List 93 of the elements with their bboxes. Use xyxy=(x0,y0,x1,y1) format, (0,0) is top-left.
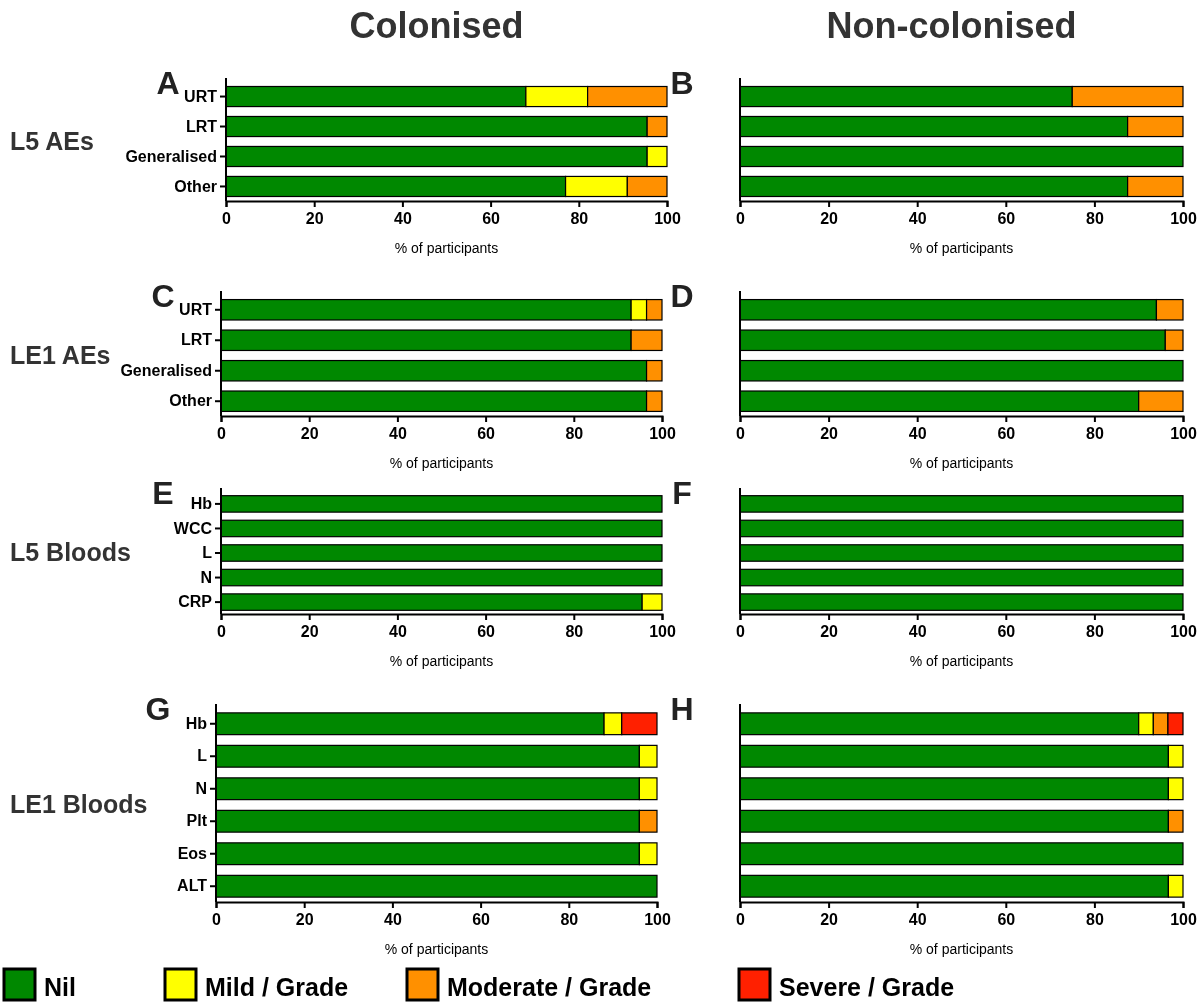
x-tick-label: 40 xyxy=(389,425,407,443)
y-axis-title: L5 AEs xyxy=(10,126,94,155)
x-tick-label: 0 xyxy=(222,210,232,228)
chart-subtitle: Colonised xyxy=(349,5,524,46)
x-tick-label: 20 xyxy=(820,623,839,641)
legend-label: Mild / Grade xyxy=(205,973,349,1001)
x-axis-title: % of participants xyxy=(394,240,499,256)
x-tick-label: 80 xyxy=(1086,911,1104,929)
x-tick-label: 60 xyxy=(997,210,1016,228)
x-tick-label: 80 xyxy=(565,425,584,443)
y-tick-label: Eos xyxy=(177,844,208,862)
x-tick-label: 80 xyxy=(560,911,579,929)
y-axis-title: LE1 Bloods xyxy=(10,790,148,818)
x-tick-label: 40 xyxy=(908,911,927,929)
y-tick-label: Other xyxy=(169,392,212,410)
chart-title: F xyxy=(672,475,692,511)
x-tick-label: 40 xyxy=(394,210,412,228)
y-tick-label: N xyxy=(195,779,207,797)
x-tick-label: 0 xyxy=(736,623,746,641)
x-tick-label: 60 xyxy=(997,911,1016,929)
y-tick-label: Hb xyxy=(190,495,213,513)
x-axis-title: % of participants xyxy=(389,653,494,669)
y-axis-title: LE1 AEs xyxy=(10,340,111,369)
y-tick-label: WCC xyxy=(173,519,213,537)
x-tick-label: 0 xyxy=(736,425,746,443)
x-tick-label: 40 xyxy=(389,623,407,641)
x-tick-label: 20 xyxy=(295,911,314,929)
x-tick-label: 100 xyxy=(1170,210,1197,228)
x-tick-label: 100 xyxy=(1170,911,1197,929)
chart-title: C xyxy=(151,278,175,314)
x-tick-label: 0 xyxy=(736,210,746,228)
legend-label: Moderate / Grade xyxy=(447,973,652,1001)
x-tick-label: 80 xyxy=(565,623,584,641)
x-tick-label: 40 xyxy=(908,425,927,443)
x-tick-label: 20 xyxy=(820,210,839,228)
chart-subtitle: Non-colonised xyxy=(826,5,1077,46)
y-tick-label: ALT xyxy=(177,877,208,895)
chart-title: A xyxy=(156,65,180,101)
x-axis-title: % of participants xyxy=(909,653,1014,669)
chart-title: D xyxy=(670,278,694,314)
x-tick-label: 20 xyxy=(820,425,839,443)
x-axis-title: % of participants xyxy=(909,240,1014,256)
x-tick-label: 20 xyxy=(300,623,319,641)
x-axis-title: % of participants xyxy=(909,941,1014,957)
y-tick-label: Generalised xyxy=(125,147,217,165)
y-tick-label: LRT xyxy=(180,331,213,349)
y-tick-label: L xyxy=(202,544,213,562)
x-tick-label: 60 xyxy=(997,623,1016,641)
x-tick-label: 40 xyxy=(384,911,402,929)
y-tick-label: URT xyxy=(179,300,213,318)
legend-label: Severe / Grade xyxy=(779,973,955,1001)
x-tick-label: 60 xyxy=(472,911,491,929)
x-tick-label: 100 xyxy=(644,911,671,929)
x-tick-label: 0 xyxy=(736,911,746,929)
x-tick-label: 40 xyxy=(908,210,927,228)
x-tick-label: 100 xyxy=(649,623,676,641)
x-tick-label: 80 xyxy=(1086,623,1104,641)
y-tick-label: Plt xyxy=(186,812,208,830)
y-axis-title: L5 Bloods xyxy=(10,538,131,566)
x-tick-label: 20 xyxy=(305,210,324,228)
x-tick-label: 20 xyxy=(820,911,839,929)
y-tick-label: Hb xyxy=(185,714,208,732)
x-tick-label: 100 xyxy=(654,210,681,228)
chart-title: E xyxy=(152,475,174,511)
x-tick-label: 0 xyxy=(212,911,222,929)
y-tick-label: L xyxy=(197,747,208,765)
x-tick-label: 20 xyxy=(300,425,319,443)
x-tick-label: 80 xyxy=(1086,425,1104,443)
x-tick-label: 60 xyxy=(997,425,1016,443)
y-tick-label: CRP xyxy=(178,593,213,611)
chart-title: B xyxy=(670,65,694,101)
x-tick-label: 100 xyxy=(649,425,676,443)
x-axis-title: % of participants xyxy=(909,455,1014,471)
chart-title: H xyxy=(670,691,694,727)
y-tick-label: Generalised xyxy=(120,361,212,379)
x-tick-label: 60 xyxy=(482,210,501,228)
x-tick-label: 0 xyxy=(217,623,227,641)
legend-label: Nil xyxy=(44,973,76,1001)
y-tick-label: LRT xyxy=(185,117,218,135)
x-tick-label: 40 xyxy=(908,623,927,641)
x-tick-label: 80 xyxy=(570,210,589,228)
x-axis-title: % of participants xyxy=(389,455,494,471)
x-tick-label: 100 xyxy=(1170,623,1197,641)
y-tick-label: N xyxy=(200,568,212,586)
y-tick-label: Other xyxy=(174,177,217,195)
x-tick-label: 0 xyxy=(217,425,227,443)
y-tick-label: URT xyxy=(184,87,218,105)
x-tick-label: 100 xyxy=(1170,425,1197,443)
x-tick-label: 60 xyxy=(477,425,496,443)
chart-title: G xyxy=(145,691,171,727)
x-tick-label: 80 xyxy=(1086,210,1104,228)
x-tick-label: 60 xyxy=(477,623,496,641)
x-axis-title: % of participants xyxy=(384,941,489,957)
